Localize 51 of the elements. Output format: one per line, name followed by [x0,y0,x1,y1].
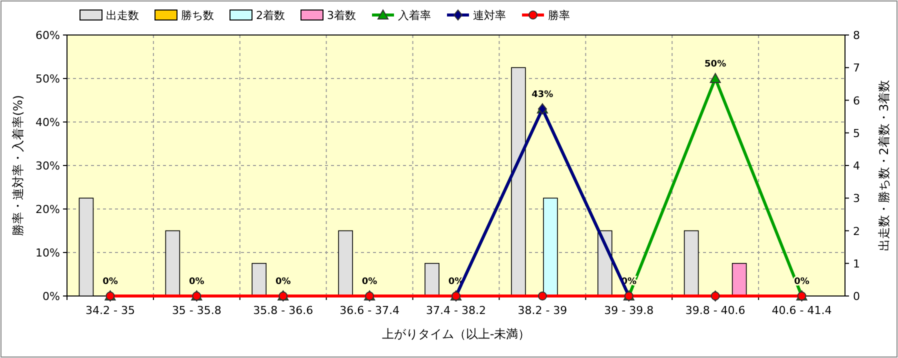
x-tick-label: 34.2 - 35 [85,304,135,317]
x-tick-label: 40.6 - 41.4 [772,304,832,317]
legend-label: 出走数 [106,9,139,22]
point [538,292,547,300]
y2-tick-label: 5 [853,126,860,140]
legend-label: 入着率 [398,9,431,22]
data-label: 43% [532,90,554,100]
y-tick-label: 40% [36,116,60,129]
legend-label: 3着数 [327,9,356,22]
x-tick-label: 35.8 - 36.6 [253,304,314,317]
y2-tick-label: 0 [853,290,860,303]
y-tick-label: 30% [36,160,60,172]
data-label: 0% [102,277,118,287]
bar [252,262,267,296]
y2-tick-label: 8 [853,29,860,42]
y2-tick-label: 7 [853,62,860,75]
y-tick-label: 0% [42,290,60,303]
y2-tick-label: 1 [853,257,860,270]
y2-tick-label: 2 [853,224,860,238]
legend-label: 勝ち数 [181,9,214,22]
x-tick-label: 37.4 - 38.2 [426,304,486,317]
x-tick-label: 38.2 - 39 [518,304,568,317]
legend-label: 連対率 [473,9,506,22]
x-tick-label: 39.8 - 40.6 [685,304,746,317]
data-label: 50% [704,60,726,70]
y2-tick-label: 6 [853,94,860,108]
bar [338,230,353,296]
y-tick-label: 20% [36,203,60,216]
legend-label: 2着数 [256,9,285,22]
bar [165,230,180,296]
x-tick-label: 39 - 39.8 [604,304,654,317]
bar [732,262,747,296]
bar [684,230,699,296]
bar [511,67,526,296]
x-tick-label: 36.6 - 37.4 [340,304,400,317]
bar [424,262,440,296]
data-label: 0% [275,277,291,287]
y2-tick-label: 4 [853,160,860,172]
y2-axis-title: 出走数・勝ち数・2着数・3着数 [877,80,891,252]
y-tick-label: 50% [36,72,60,86]
y2-tick-label: 3 [853,192,860,206]
x-axis-title: 上がりタイム（以上-未満） [382,327,530,341]
y-axis-title: 勝率・連対率・入着率(%) [11,95,25,236]
data-label: 0% [189,277,204,287]
y-tick-label: 60% [36,29,60,42]
point [710,73,721,83]
x-tick-label: 35 - 35.8 [172,304,222,317]
data-label: 0% [362,277,378,287]
bar [543,198,558,296]
y-tick-label: 10% [36,246,60,260]
legend-label: 勝率 [548,9,570,22]
